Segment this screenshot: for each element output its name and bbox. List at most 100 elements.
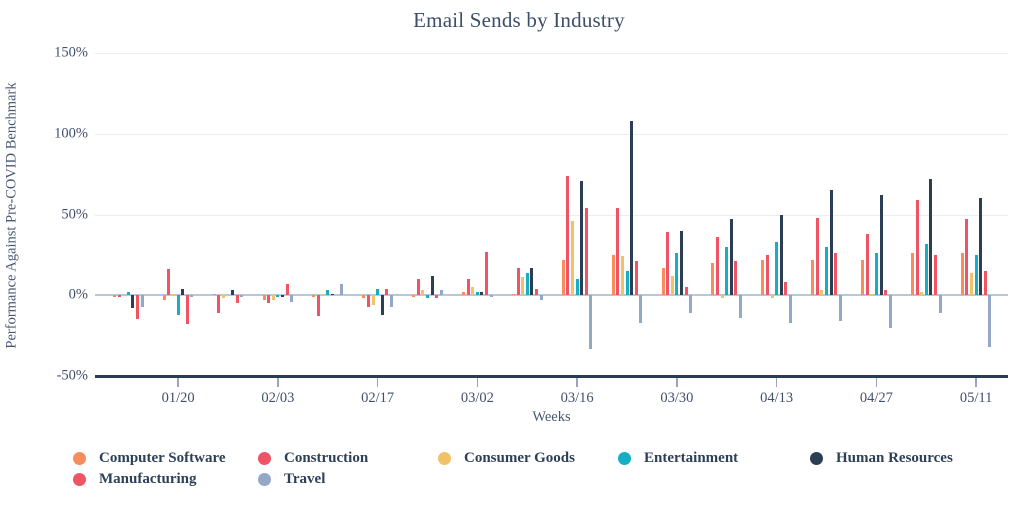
bar-human-resources-04/27[interactable] <box>879 195 883 296</box>
bar-human-resources-05/04[interactable] <box>929 178 933 296</box>
bar-consumer-goods-03/23[interactable] <box>620 256 624 296</box>
bar-computer-software-02/24[interactable] <box>412 295 416 297</box>
bar-construction-03/30[interactable] <box>666 232 670 296</box>
bar-travel-01/27[interactable] <box>240 295 244 297</box>
bar-travel-04/06[interactable] <box>739 295 743 318</box>
bar-travel-01/13[interactable] <box>140 295 144 307</box>
bar-human-resources-05/11[interactable] <box>979 198 983 296</box>
bar-consumer-goods-03/09[interactable] <box>521 277 525 296</box>
bar-human-resources-03/02[interactable] <box>480 292 484 296</box>
bar-consumer-goods-04/13[interactable] <box>770 295 774 299</box>
bar-manufacturing-05/11[interactable] <box>983 271 987 296</box>
bar-manufacturing-02/03[interactable] <box>285 283 289 296</box>
bar-manufacturing-02/17[interactable] <box>385 288 389 296</box>
bar-consumer-goods-02/03[interactable] <box>271 295 275 301</box>
bar-entertainment-03/09[interactable] <box>525 272 529 296</box>
bar-construction-02/17[interactable] <box>366 295 370 307</box>
bar-travel-03/23[interactable] <box>639 295 643 323</box>
bar-consumer-goods-03/16[interactable] <box>571 220 575 296</box>
legend-item-consumer-goods[interactable]: Consumer Goods <box>438 448 575 468</box>
bar-entertainment-02/24[interactable] <box>425 295 429 299</box>
bar-computer-software-01/13[interactable] <box>112 295 116 297</box>
bar-manufacturing-01/20[interactable] <box>185 295 189 325</box>
bar-entertainment-03/30[interactable] <box>675 253 679 296</box>
bar-manufacturing-03/23[interactable] <box>634 261 638 296</box>
bar-travel-03/30[interactable] <box>689 295 693 313</box>
bar-entertainment-01/20[interactable] <box>176 295 180 315</box>
bar-computer-software-04/20[interactable] <box>811 259 815 296</box>
bar-construction-03/16[interactable] <box>566 175 570 296</box>
bar-human-resources-02/17[interactable] <box>380 295 384 315</box>
bar-entertainment-01/13[interactable] <box>126 292 130 296</box>
bar-human-resources-02/10[interactable] <box>330 293 334 296</box>
legend-item-human-resources[interactable]: Human Resources <box>810 448 953 468</box>
bar-entertainment-03/23[interactable] <box>625 271 629 296</box>
bar-manufacturing-04/27[interactable] <box>884 290 888 296</box>
bar-construction-04/27[interactable] <box>865 233 869 296</box>
bar-entertainment-02/17[interactable] <box>376 288 380 296</box>
bar-human-resources-04/20[interactable] <box>829 190 833 296</box>
bar-construction-04/20[interactable] <box>815 217 819 296</box>
bar-consumer-goods-02/17[interactable] <box>371 295 375 305</box>
bar-entertainment-02/03[interactable] <box>276 295 280 297</box>
bar-travel-02/03[interactable] <box>290 295 294 302</box>
bar-travel-04/13[interactable] <box>788 295 792 323</box>
bar-travel-04/20[interactable] <box>838 295 842 322</box>
bar-entertainment-03/16[interactable] <box>575 279 579 296</box>
bar-manufacturing-02/24[interactable] <box>435 295 439 299</box>
bar-consumer-goods-04/20[interactable] <box>820 290 824 296</box>
bar-human-resources-04/13[interactable] <box>779 214 783 296</box>
bar-manufacturing-03/02[interactable] <box>485 251 489 296</box>
bar-consumer-goods-02/24[interactable] <box>421 290 425 296</box>
bar-construction-03/09[interactable] <box>516 267 520 296</box>
legend-item-manufacturing[interactable]: Manufacturing <box>73 469 197 489</box>
bar-computer-software-04/27[interactable] <box>861 259 865 296</box>
bar-construction-04/06[interactable] <box>716 237 720 296</box>
bar-manufacturing-03/30[interactable] <box>684 287 688 296</box>
bar-human-resources-03/16[interactable] <box>580 180 584 296</box>
bar-computer-software-05/04[interactable] <box>910 253 914 296</box>
bar-consumer-goods-03/02[interactable] <box>471 287 475 296</box>
legend-item-entertainment[interactable]: Entertainment <box>618 448 738 468</box>
bar-computer-software-03/16[interactable] <box>561 259 565 296</box>
bar-human-resources-02/03[interactable] <box>280 295 284 297</box>
legend-item-travel[interactable]: Travel <box>258 469 325 489</box>
bar-manufacturing-01/27[interactable] <box>235 295 239 304</box>
bar-consumer-goods-01/20[interactable] <box>171 293 175 296</box>
bar-travel-04/27[interactable] <box>888 295 892 328</box>
bar-human-resources-03/30[interactable] <box>679 230 683 296</box>
bar-travel-02/24[interactable] <box>439 290 443 296</box>
bar-entertainment-04/20[interactable] <box>825 246 829 296</box>
bar-manufacturing-04/20[interactable] <box>834 253 838 296</box>
bar-entertainment-05/04[interactable] <box>924 243 928 296</box>
bar-entertainment-03/02[interactable] <box>475 292 479 296</box>
bar-human-resources-04/06[interactable] <box>729 219 733 296</box>
bar-travel-03/09[interactable] <box>539 295 543 301</box>
bar-computer-software-03/09[interactable] <box>511 293 515 296</box>
bar-computer-software-03/30[interactable] <box>661 267 665 296</box>
bar-human-resources-03/09[interactable] <box>530 267 534 296</box>
bar-manufacturing-04/13[interactable] <box>784 282 788 296</box>
bar-travel-01/20[interactable] <box>190 295 194 297</box>
bar-travel-03/02[interactable] <box>489 295 493 297</box>
bar-manufacturing-01/13[interactable] <box>135 295 139 320</box>
bar-manufacturing-03/16[interactable] <box>584 208 588 296</box>
bar-travel-05/11[interactable] <box>988 295 992 347</box>
bar-human-resources-03/23[interactable] <box>630 120 634 296</box>
bar-consumer-goods-01/27[interactable] <box>221 295 225 299</box>
bar-construction-03/02[interactable] <box>466 279 470 296</box>
bar-construction-01/27[interactable] <box>217 295 221 313</box>
bar-consumer-goods-02/10[interactable] <box>321 293 325 296</box>
bar-computer-software-01/20[interactable] <box>162 295 166 301</box>
bar-manufacturing-04/06[interactable] <box>734 261 738 296</box>
bar-computer-software-04/13[interactable] <box>761 259 765 296</box>
bar-entertainment-05/11[interactable] <box>974 254 978 296</box>
bar-human-resources-01/13[interactable] <box>131 295 135 309</box>
bar-construction-01/20[interactable] <box>167 269 171 296</box>
bar-computer-software-03/02[interactable] <box>462 292 466 296</box>
bar-entertainment-02/10[interactable] <box>326 290 330 296</box>
bar-computer-software-05/11[interactable] <box>960 253 964 296</box>
bar-consumer-goods-04/06[interactable] <box>720 295 724 299</box>
bar-entertainment-04/13[interactable] <box>775 241 779 296</box>
bar-consumer-goods-04/27[interactable] <box>870 293 874 296</box>
